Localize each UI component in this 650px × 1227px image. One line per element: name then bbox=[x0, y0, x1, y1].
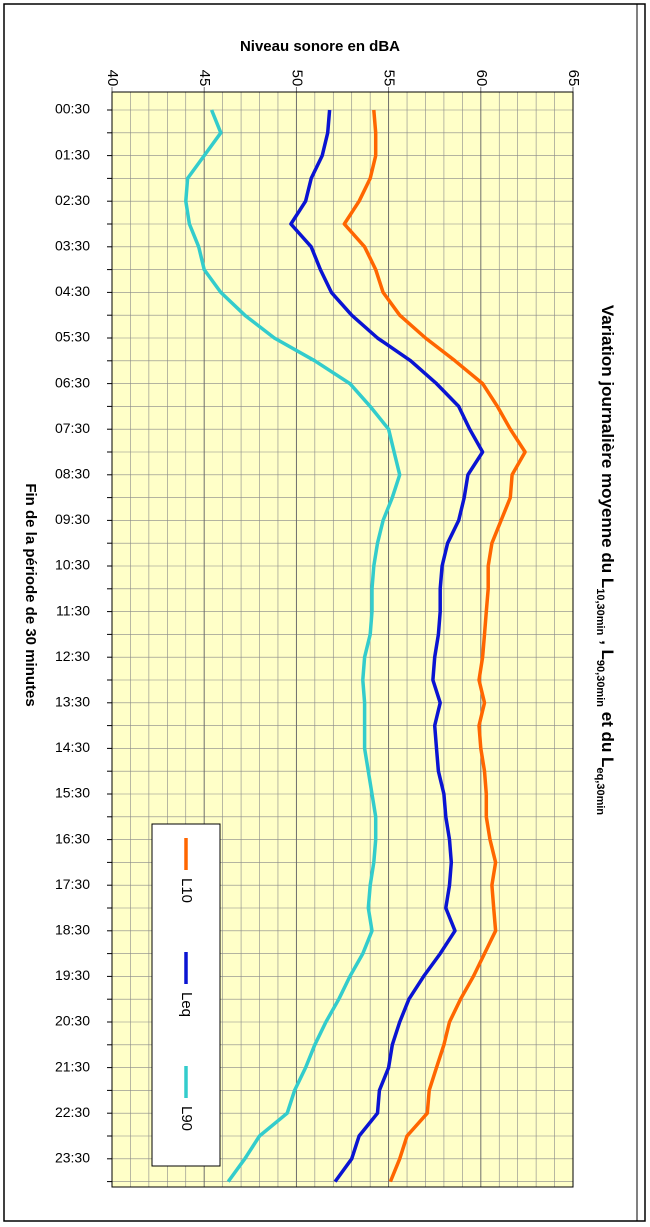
series-line bbox=[184, 109, 402, 1183]
x-tick-label: 12:30 bbox=[55, 648, 90, 664]
x-tick-label: 07:30 bbox=[55, 420, 90, 436]
x-tick-label: 13:30 bbox=[55, 694, 90, 710]
title-subscript: 90,30min bbox=[594, 660, 606, 707]
x-tick-label: 04:30 bbox=[55, 283, 90, 299]
x-tick-label: 08:30 bbox=[55, 466, 90, 482]
value-axis-label: Niveau sonore en dBA bbox=[240, 38, 400, 55]
plot-border bbox=[111, 91, 574, 1188]
x-tick-label: 15:30 bbox=[55, 785, 90, 801]
legend-label: L10 bbox=[178, 878, 195, 903]
category-axis-label: Fin de la période de 30 minutes bbox=[22, 483, 39, 706]
x-tick-label: 17:30 bbox=[55, 876, 90, 892]
x-tick-label: 14:30 bbox=[55, 739, 90, 755]
x-tick-label: 01:30 bbox=[55, 146, 90, 162]
y-tick-label: 45 bbox=[196, 70, 213, 87]
x-tick-label: 11:30 bbox=[56, 602, 90, 618]
y-tick-label: 40 bbox=[104, 70, 121, 87]
x-tick-label: 10:30 bbox=[55, 557, 90, 573]
x-tick-label: 23:30 bbox=[55, 1150, 90, 1166]
frame bbox=[3, 3, 646, 1222]
x-tick-label: 21:30 bbox=[55, 1058, 90, 1074]
title-part: et du L bbox=[598, 707, 617, 767]
y-tick-label: 60 bbox=[473, 70, 490, 87]
y-tick-label: 65 bbox=[565, 70, 582, 87]
x-tick-label: 20:30 bbox=[55, 1013, 90, 1029]
x-tick-label: 18:30 bbox=[55, 922, 90, 938]
legend: L10 Leq L90 bbox=[178, 838, 195, 1131]
legend-box bbox=[151, 823, 221, 1167]
y-tick-label: 50 bbox=[288, 70, 305, 87]
series-line bbox=[342, 109, 527, 1183]
title-part: Variation journalière moyenne du L bbox=[598, 305, 617, 588]
x-tick-label: 02:30 bbox=[55, 192, 90, 208]
x-tick-label: 03:30 bbox=[55, 238, 90, 254]
x-tick-label: 19:30 bbox=[55, 967, 90, 983]
x-tick-label: 22:30 bbox=[55, 1104, 90, 1120]
x-tick-label: 05:30 bbox=[55, 329, 90, 345]
x-tick-label: 00:30 bbox=[55, 101, 90, 117]
title-subscript: eq,30min bbox=[594, 767, 606, 815]
y-tick-label: 55 bbox=[381, 70, 398, 87]
x-tick-label: 06:30 bbox=[55, 374, 90, 390]
chart-title: Variation journalière moyenne du L10,30m… bbox=[594, 305, 616, 816]
legend-label: Leq bbox=[178, 992, 195, 1017]
title-part: , L bbox=[598, 635, 617, 660]
title-subscript: 10,30min bbox=[594, 588, 606, 635]
legend-label: L90 bbox=[178, 1106, 195, 1131]
series-line bbox=[289, 109, 485, 1183]
x-tick-label: 16:30 bbox=[55, 830, 90, 846]
x-tick-label: 09:30 bbox=[55, 511, 90, 527]
